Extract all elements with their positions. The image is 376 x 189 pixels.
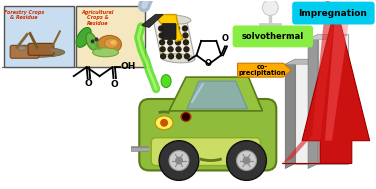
Circle shape <box>237 151 256 170</box>
Circle shape <box>175 46 182 53</box>
Circle shape <box>174 25 180 32</box>
Circle shape <box>167 32 173 39</box>
Circle shape <box>169 151 189 170</box>
Circle shape <box>159 39 165 46</box>
Ellipse shape <box>155 116 173 130</box>
Ellipse shape <box>76 27 91 47</box>
FancyBboxPatch shape <box>139 99 276 170</box>
FancyBboxPatch shape <box>10 45 39 58</box>
Ellipse shape <box>98 35 121 53</box>
Ellipse shape <box>105 38 118 48</box>
Circle shape <box>176 53 182 60</box>
Polygon shape <box>153 19 195 59</box>
Circle shape <box>175 156 183 164</box>
Circle shape <box>91 39 95 43</box>
Text: O: O <box>204 59 211 68</box>
Bar <box>4 6 74 67</box>
Polygon shape <box>295 59 320 163</box>
FancyBboxPatch shape <box>151 138 261 166</box>
FancyBboxPatch shape <box>292 2 374 25</box>
Circle shape <box>182 113 190 121</box>
Polygon shape <box>318 34 348 163</box>
Ellipse shape <box>92 48 118 57</box>
Text: co-
precipitation: co- precipitation <box>239 64 286 76</box>
Polygon shape <box>325 5 350 141</box>
Circle shape <box>168 53 174 60</box>
Ellipse shape <box>157 15 191 24</box>
Ellipse shape <box>111 40 117 45</box>
Circle shape <box>95 37 99 41</box>
FancyBboxPatch shape <box>28 43 54 55</box>
Polygon shape <box>285 59 320 64</box>
Polygon shape <box>282 5 370 163</box>
Polygon shape <box>156 15 183 41</box>
Circle shape <box>183 46 190 53</box>
Ellipse shape <box>160 119 168 127</box>
Text: Impregnation: Impregnation <box>299 9 367 18</box>
Circle shape <box>167 39 173 46</box>
Text: OH: OH <box>120 62 136 71</box>
Circle shape <box>158 32 165 39</box>
FancyBboxPatch shape <box>233 26 313 47</box>
Polygon shape <box>187 81 247 109</box>
Circle shape <box>159 141 199 180</box>
Polygon shape <box>238 63 291 77</box>
Circle shape <box>184 53 190 60</box>
Circle shape <box>262 0 278 15</box>
Circle shape <box>243 156 250 164</box>
Polygon shape <box>169 77 262 111</box>
Text: O: O <box>221 34 229 43</box>
Circle shape <box>227 141 266 180</box>
Ellipse shape <box>18 46 26 51</box>
Polygon shape <box>308 34 318 168</box>
Polygon shape <box>285 59 295 168</box>
Text: solvothermal: solvothermal <box>241 32 303 41</box>
Circle shape <box>175 39 181 46</box>
Polygon shape <box>282 0 336 163</box>
Ellipse shape <box>86 33 97 50</box>
Ellipse shape <box>50 48 58 52</box>
Circle shape <box>167 46 174 53</box>
Bar <box>76 6 145 67</box>
Circle shape <box>166 25 172 32</box>
Circle shape <box>160 53 166 60</box>
Circle shape <box>174 32 181 39</box>
Text: Agricultural
Crops &
Residue: Agricultural Crops & Residue <box>81 10 114 26</box>
Circle shape <box>159 46 166 53</box>
Text: Forestry Crops
& Residue: Forestry Crops & Residue <box>4 10 44 20</box>
Text: O: O <box>111 80 118 89</box>
Circle shape <box>182 25 188 32</box>
Polygon shape <box>308 34 348 39</box>
Polygon shape <box>141 15 163 27</box>
Ellipse shape <box>181 112 191 121</box>
Circle shape <box>183 39 189 46</box>
Text: O: O <box>85 79 92 88</box>
FancyBboxPatch shape <box>162 23 176 39</box>
Circle shape <box>182 32 189 39</box>
Circle shape <box>158 25 164 32</box>
Ellipse shape <box>161 54 195 63</box>
Ellipse shape <box>13 47 65 57</box>
Ellipse shape <box>161 75 171 88</box>
